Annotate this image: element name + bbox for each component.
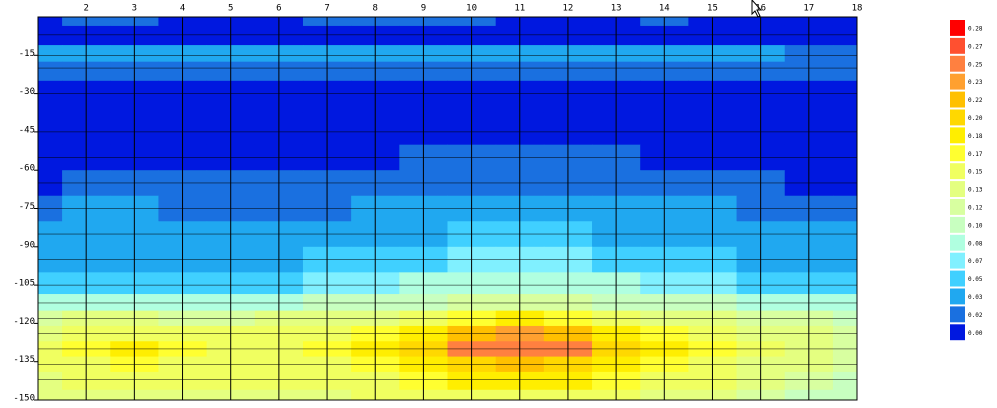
- contour-cell: [38, 25, 63, 46]
- contour-cell: [38, 144, 63, 171]
- y-tick-label: -75: [19, 202, 35, 212]
- legend-swatch: [950, 306, 965, 323]
- contour-cell: [832, 112, 857, 146]
- legend-swatch: [950, 37, 965, 54]
- contour-cell: [832, 144, 857, 171]
- y-tick-label: -45: [19, 125, 35, 135]
- x-tick-label: 14: [659, 4, 670, 14]
- legend-label: 0.07: [968, 258, 983, 265]
- legend-label: 0.15: [968, 169, 983, 176]
- legend-swatch: [950, 270, 965, 287]
- legend-swatch: [950, 91, 965, 108]
- x-tick-label: 2: [83, 4, 88, 14]
- y-tick-label: -60: [19, 164, 35, 174]
- legend-label: 0.10: [968, 222, 983, 229]
- grid: [34, 16, 858, 401]
- x-tick-label: 10: [466, 4, 477, 14]
- contour-cell: [38, 17, 63, 27]
- legend-label: 0.17: [968, 151, 983, 158]
- contour-cell: [38, 272, 63, 295]
- x-tick-label: 17: [803, 4, 814, 14]
- y-tick-label: -105: [13, 279, 35, 289]
- legend-swatch: [950, 252, 965, 269]
- x-tick-label: 16: [755, 4, 766, 14]
- legend-swatch: [950, 324, 965, 341]
- legend-label: 0.18: [968, 133, 983, 140]
- legend-swatch: [950, 163, 965, 180]
- legend-label: 0.00: [968, 330, 983, 337]
- contour-cell: [832, 294, 857, 312]
- contour-cell: [38, 80, 63, 114]
- legend-swatch: [950, 199, 965, 215]
- y-tick-label: -90: [19, 240, 35, 250]
- legend-label: 0.25: [968, 61, 983, 68]
- plot-frame: [37, 16, 858, 401]
- legend-swatch: [950, 109, 965, 126]
- legend-swatch: [950, 55, 965, 72]
- legend-swatch: [950, 216, 965, 233]
- contour-cell: [832, 170, 857, 197]
- legend-label: 0.20: [968, 115, 983, 122]
- legend-label: 0.03: [968, 294, 983, 301]
- contour-cell: [832, 272, 857, 295]
- x-tick-label: 11: [514, 4, 525, 14]
- legend-label: 0.08: [968, 240, 983, 247]
- y-tick-label: -120: [13, 317, 35, 327]
- legend-swatch: [950, 20, 965, 36]
- x-tick-label: 15: [707, 4, 718, 14]
- legend-label: 0.13: [968, 187, 983, 194]
- legend-swatch: [950, 145, 965, 162]
- contour-cell: [38, 45, 63, 63]
- x-tick-label: 7: [324, 4, 329, 14]
- contour-cell: [38, 61, 63, 82]
- x-tick-label: 12: [563, 4, 574, 14]
- legend-label: 0.02: [968, 312, 983, 319]
- contour-cell: [38, 170, 63, 197]
- contour-cell: [832, 25, 857, 46]
- contour-cell: [38, 389, 63, 400]
- contour-cell: [832, 61, 857, 82]
- x-tick-label: 18: [852, 4, 863, 14]
- y-tick-label: -150: [13, 394, 35, 404]
- legend-label: 0.22: [968, 97, 983, 104]
- contour-cell: [832, 371, 857, 391]
- cursor: [751, 0, 763, 18]
- x-tick-label: 8: [373, 4, 378, 14]
- y-tick-label: -15: [19, 49, 35, 59]
- legend-swatch: [950, 127, 965, 144]
- contour-cell: [832, 341, 857, 358]
- contour-cell: [38, 371, 63, 391]
- legend-swatch: [950, 181, 965, 197]
- contour-cell: [38, 294, 63, 312]
- contour-cell: [832, 45, 857, 63]
- legend-label: 0.05: [968, 276, 983, 283]
- legend-swatch: [950, 73, 965, 90]
- legend-label: 0.12: [968, 204, 983, 211]
- contour-cell: [832, 80, 857, 114]
- legend-label: 0.28: [968, 25, 983, 32]
- y-tick-label: -30: [19, 87, 35, 97]
- legend-swatch: [950, 234, 965, 251]
- x-tick-label: 5: [228, 4, 233, 14]
- contour-cell: [832, 389, 857, 400]
- x-tick-label: 3: [132, 4, 137, 14]
- x-tick-label: 13: [611, 4, 622, 14]
- x-tick-label: 6: [276, 4, 281, 14]
- y-tick-label: -135: [13, 355, 35, 365]
- legend-label: 0.23: [968, 79, 983, 86]
- legend-label: 0.27: [968, 43, 983, 50]
- contour-cell: [38, 112, 63, 146]
- contour-cell: [832, 17, 857, 27]
- x-tick-label: 4: [180, 4, 185, 14]
- x-tick-label: 9: [421, 4, 426, 14]
- contour-cell: [38, 341, 63, 358]
- legend-swatch: [950, 288, 965, 305]
